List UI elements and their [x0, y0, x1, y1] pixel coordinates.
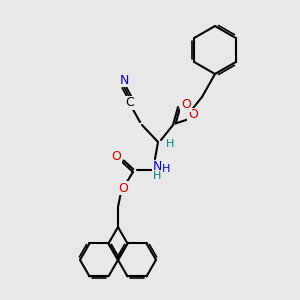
Text: O: O — [181, 98, 191, 112]
Text: H: H — [166, 139, 174, 149]
Text: N: N — [152, 160, 162, 173]
Text: H: H — [153, 171, 161, 181]
Text: N: N — [119, 74, 129, 86]
Text: O: O — [111, 149, 121, 163]
Text: O: O — [188, 109, 198, 122]
Text: H: H — [162, 164, 170, 174]
Text: C: C — [126, 97, 134, 110]
Text: O: O — [118, 182, 128, 194]
